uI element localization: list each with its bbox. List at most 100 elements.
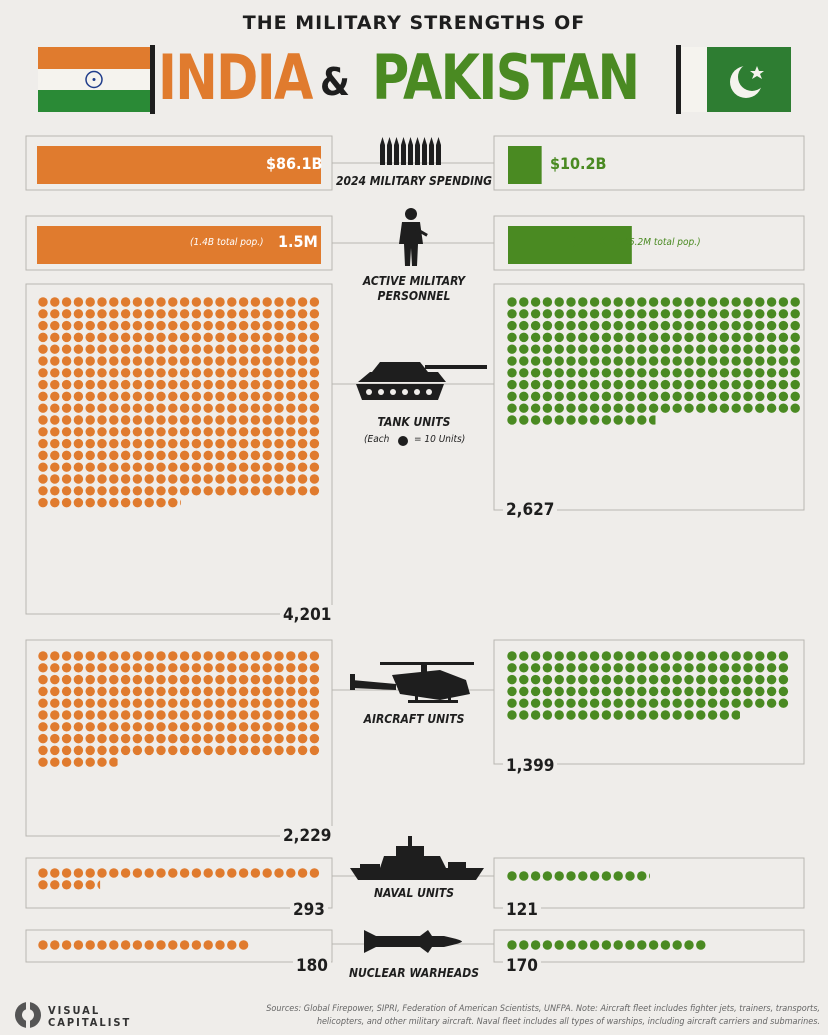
ampersand: & xyxy=(320,60,350,104)
pakistan-naval-dot xyxy=(519,871,529,881)
india-tank-dot xyxy=(238,438,249,449)
india-tank-dot xyxy=(238,320,249,331)
india-aircraft-dot xyxy=(191,698,202,708)
india-tank-dot xyxy=(179,309,190,319)
india-naval-dot xyxy=(203,868,213,878)
india-aircraft-dot xyxy=(309,674,320,685)
pakistan-tank-dot xyxy=(566,356,576,366)
india-tank-dot xyxy=(73,297,84,307)
pakistan-tank-dot xyxy=(519,320,529,331)
india-aircraft-dot xyxy=(179,686,190,697)
india-tank-dot xyxy=(274,320,284,331)
india-aircraft-dot xyxy=(61,698,72,708)
india-aircraft-dot xyxy=(61,733,72,744)
india-tank-dot xyxy=(250,438,261,449)
india-tank-dot xyxy=(61,450,72,461)
india-aircraft-dot xyxy=(168,663,178,673)
india-tank-dot xyxy=(85,332,95,343)
india-aircraft-dot xyxy=(274,674,284,685)
india-tank-dot xyxy=(38,486,48,496)
india-tank-dot xyxy=(238,403,249,413)
india-tank-dot xyxy=(97,462,107,472)
india-tank-dot xyxy=(132,309,143,319)
india-tank-dot xyxy=(203,344,213,354)
pakistan-nuclear-dot xyxy=(542,940,553,950)
pakistan-tank-dot xyxy=(578,415,588,425)
pakistan-aircraft-dot xyxy=(542,698,553,708)
india-tank-dot xyxy=(38,438,48,449)
pakistan-tank-dot xyxy=(684,309,694,319)
india-aircraft-dot xyxy=(203,663,213,673)
india-tank-dot xyxy=(73,486,84,496)
pakistan-tank-dot xyxy=(637,344,647,354)
pakistan-tank-dot xyxy=(719,391,730,402)
india-aircraft-dot xyxy=(97,674,107,685)
india-tank-dot xyxy=(191,320,202,331)
india-tank-dot xyxy=(262,309,272,319)
pakistan-tank-dot xyxy=(660,309,671,319)
pakistan-tank-dot xyxy=(731,368,741,378)
india-aircraft-dot xyxy=(61,651,72,661)
pakistan-tank-dot xyxy=(554,403,564,413)
pakistan-tank-dot xyxy=(578,379,588,390)
pakistan-aircraft-dot xyxy=(707,663,718,673)
ammunition-icon xyxy=(380,137,441,165)
india-naval-dot xyxy=(179,868,190,878)
india-tank-dot xyxy=(227,438,237,449)
pakistan-tank-dot xyxy=(601,391,612,402)
pakistan-tank-dot xyxy=(672,309,682,319)
india-tank-dot xyxy=(50,403,60,413)
pakistan-tank-dot xyxy=(766,332,777,343)
india-tank-dot xyxy=(168,379,178,390)
pakistan-tanks-total: 2,627 xyxy=(503,500,558,520)
india-tank-dot xyxy=(262,379,272,390)
india-tank-dot xyxy=(238,368,249,378)
india-tank-dot xyxy=(274,379,284,390)
india-tank-dot xyxy=(297,438,308,449)
india-aircraft-dot xyxy=(215,698,225,708)
pakistan-aircraft-dot xyxy=(589,674,600,685)
pakistan-tank-dot xyxy=(719,368,730,378)
india-naval-dot xyxy=(250,868,261,878)
pakistan-aircraft-dot xyxy=(660,674,671,685)
india-nuclear-dot xyxy=(215,940,225,950)
india-tank-dot xyxy=(262,403,272,413)
india-aircraft-dot xyxy=(156,722,166,732)
pakistan-tank-dot xyxy=(743,368,753,378)
india-aircraft-dot xyxy=(309,663,320,673)
india-nuclear-dot xyxy=(179,940,190,950)
india-tank-dot xyxy=(132,403,143,413)
india-tank-dot xyxy=(38,309,48,319)
india-tank-dot xyxy=(227,403,237,413)
india-aircraft-dot xyxy=(144,686,154,697)
india-tank-dot xyxy=(85,344,95,354)
india-aircraft-dot xyxy=(85,722,95,732)
india-tank-dot xyxy=(50,356,60,366)
india-aircraft-dot xyxy=(262,663,272,673)
india-tank-dot xyxy=(215,391,225,402)
pakistan-tank-dot xyxy=(719,379,730,390)
pakistan-tank-dot xyxy=(566,309,576,319)
pakistan-tank-dot xyxy=(530,356,541,366)
india-tank-dot xyxy=(179,438,190,449)
india-naval-dot xyxy=(50,880,60,890)
india-tank-dot xyxy=(50,332,60,343)
india-aircraft-dot xyxy=(73,745,84,756)
india-tank-dot xyxy=(250,462,261,472)
india-aircraft-dot xyxy=(73,686,84,697)
pakistan-tank-dot xyxy=(719,320,730,331)
india-aircraft-dot xyxy=(156,710,166,720)
india-aircraft-dot xyxy=(215,674,225,685)
india-aircraft-dot xyxy=(262,698,272,708)
india-naval-dot xyxy=(144,868,154,878)
india-tank-dot xyxy=(238,415,249,425)
india-tank-dot xyxy=(262,415,272,425)
pakistan-tank-dot xyxy=(755,332,765,343)
pakistan-aircraft-dot xyxy=(660,651,671,661)
india-tank-dot xyxy=(156,427,166,437)
pakistan-tank-dot xyxy=(648,309,659,319)
pakistan-aircraft-dot xyxy=(601,651,612,661)
india-aircraft-dot xyxy=(73,722,84,732)
pakistan-aircraft-dot xyxy=(696,651,706,661)
pakistan-nuclear-dot xyxy=(648,940,659,950)
